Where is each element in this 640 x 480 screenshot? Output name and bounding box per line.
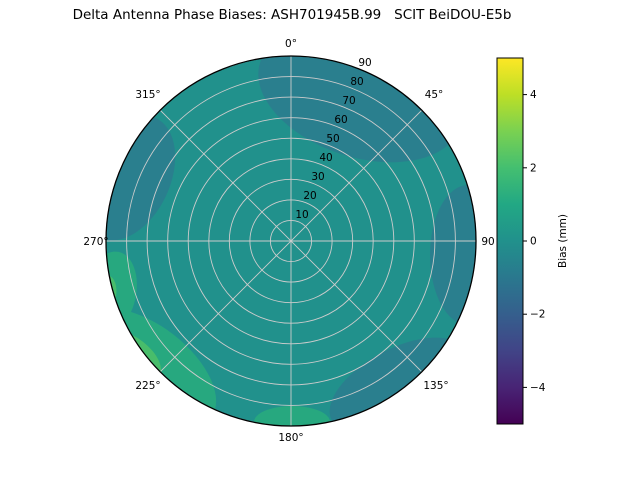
colorbar-tick-label: 4 (530, 89, 537, 101)
zenith-tick-label: 20 (303, 190, 316, 202)
colorbar-gradient (496, 57, 524, 425)
zenith-tick-labels: 90 80 70 60 50 40 30 20 10 (295, 57, 371, 221)
azimuth-tick-label: 270° (83, 236, 108, 248)
zenith-tick-label: 90 (358, 57, 371, 69)
zenith-tick-label: 80 (350, 76, 363, 88)
plot-boundary (105, 55, 477, 427)
plot-title: Delta Antenna Phase Biases: ASH701945B.9… (72, 7, 512, 23)
azimuth-tick-label: 225° (135, 380, 160, 392)
zenith-tick-label: 30 (311, 171, 324, 183)
zenith-tick-label: 40 (319, 152, 332, 164)
colorbar-tick-label: −2 (530, 309, 545, 321)
colorbar-axis-label: Bias (mm) (557, 214, 569, 268)
azimuth-tick-label: 315° (135, 89, 160, 101)
zenith-tick-label: 70 (342, 95, 355, 107)
azimuth-tick-label: 135° (423, 380, 448, 392)
zenith-tick-label: 50 (326, 133, 339, 145)
colorbar-tick-label: 0 (530, 236, 537, 248)
polar-grid (106, 56, 476, 426)
zenith-tick-label: 10 (295, 209, 308, 221)
azimuth-tick-label: 180° (278, 432, 303, 444)
zenith-tick-label: 60 (334, 114, 347, 126)
colorbar: 4 2 0 −2 −4 Bias (mm) (496, 57, 569, 425)
colorbar-ticks (523, 94, 527, 388)
colorbar-tick-label: 2 (530, 162, 537, 174)
azimuth-tick-label: 90 (481, 236, 494, 248)
colorbar-tick-label: −4 (530, 382, 546, 394)
colorbar-tick-labels: 4 2 0 −2 −4 (530, 89, 546, 394)
azimuth-tick-label: 45° (425, 89, 444, 101)
azimuth-tick-label: 0° (285, 38, 297, 50)
azimuth-tick-labels: 0° 45° 90 135° 180° 225° 270° 315° (83, 38, 494, 444)
